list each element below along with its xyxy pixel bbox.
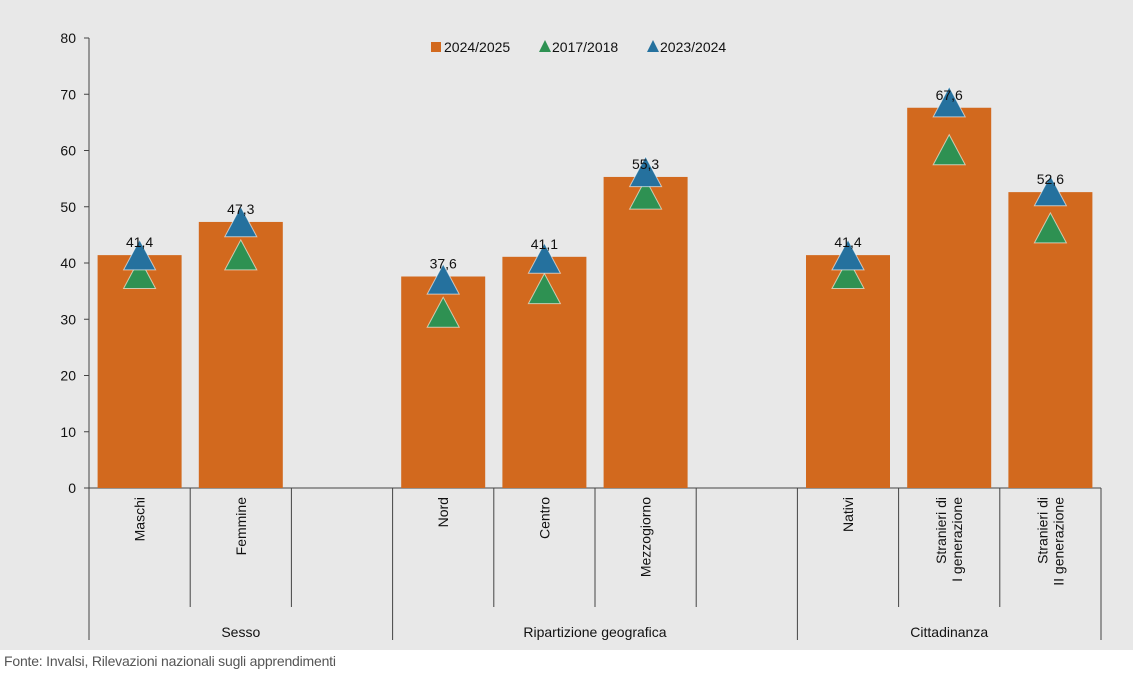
source-note: Fonte: Invalsi, Rilevazioni nazionali su… — [4, 653, 336, 669]
marker-2023/2024 — [122, 238, 157, 271]
category-label: Maschi — [132, 497, 148, 541]
category-label: Mezzogiorno — [638, 497, 654, 577]
marker-2017/2018 — [831, 257, 865, 289]
marker-2017/2018 — [932, 133, 967, 166]
y-tick-label: 0 — [68, 480, 76, 496]
marker-2023/2024 — [1033, 174, 1068, 207]
bar-2024/2025 — [806, 255, 890, 488]
data-label: 41,4 — [834, 234, 861, 250]
y-tick-label: 60 — [60, 143, 76, 159]
data-label: 47,3 — [227, 201, 254, 217]
data-label: 41,4 — [126, 234, 153, 250]
data-label: 41,1 — [531, 236, 558, 252]
legend-swatch — [539, 40, 551, 52]
bar-2024/2025 — [907, 107, 992, 488]
data-label: 52,6 — [1037, 171, 1064, 187]
legend-swatch — [431, 42, 441, 52]
category-label: I generazione — [949, 497, 965, 582]
group-label: Ripartizione geografica — [523, 624, 666, 640]
marker-2023/2024 — [932, 85, 967, 118]
y-tick-label: 70 — [60, 86, 76, 102]
category-label: Stranieri di — [1034, 497, 1050, 564]
category-label: Stranieri di — [933, 497, 949, 564]
y-tick-label: 40 — [60, 255, 76, 271]
legend-label: 2017/2018 — [552, 39, 618, 55]
marker-2017/2018 — [223, 238, 258, 271]
y-tick-label: 20 — [60, 368, 76, 384]
marker-2017/2018 — [527, 272, 562, 305]
marker-2023/2024 — [426, 263, 461, 295]
y-tick-label: 80 — [60, 30, 76, 46]
category-label: II generazione — [1050, 497, 1066, 586]
legend-label: 2024/2025 — [444, 39, 510, 55]
bar-chart: 0 10 20 30 40 50 60 70 80 Maschi Femmine Nord Centro… — [60, 30, 1102, 640]
y-tick-label: 30 — [60, 311, 76, 327]
group-label: Cittadinanza — [910, 624, 988, 640]
category-label: Centro — [536, 497, 552, 539]
marker-2023/2024 — [527, 242, 562, 274]
marker-2017/2018 — [1033, 211, 1068, 244]
legend-swatch — [647, 40, 659, 52]
category-label: Femmine — [233, 497, 249, 556]
marker-2023/2024 — [628, 155, 663, 188]
data-label: 67,6 — [936, 87, 963, 103]
y-tick-label: 50 — [60, 199, 76, 215]
legend-label: 2023/2024 — [660, 39, 726, 55]
chart-panel: 0 10 20 30 40 50 60 70 80 Maschi Femmine Nord Centro… — [0, 0, 1133, 650]
marker-2023/2024 — [223, 205, 258, 238]
bar-2024/2025 — [97, 255, 182, 488]
marker-2017/2018 — [628, 178, 663, 210]
group-label: Sesso — [221, 624, 260, 640]
category-label: Nord — [435, 497, 451, 527]
marker-2017/2018 — [426, 296, 461, 328]
bar-2024/2025 — [603, 176, 688, 488]
marker-2023/2024 — [831, 238, 865, 271]
y-tick-label: 10 — [60, 424, 76, 440]
marker-2017/2018 — [122, 257, 157, 289]
data-label: 37,6 — [430, 256, 457, 272]
data-label: 55,3 — [632, 156, 659, 172]
category-label: Nativi — [840, 497, 856, 532]
